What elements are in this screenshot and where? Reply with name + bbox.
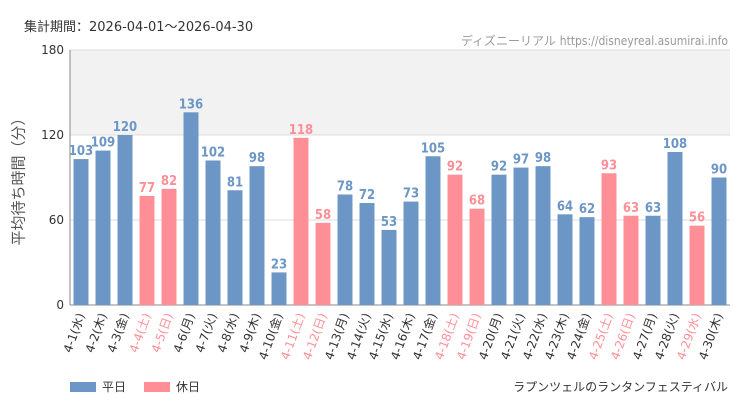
bar xyxy=(623,215,639,305)
data-label: 136 xyxy=(179,97,203,112)
data-label: 72 xyxy=(359,188,375,203)
data-label: 68 xyxy=(469,194,485,209)
bar xyxy=(557,214,573,305)
bar xyxy=(381,229,397,305)
legend-swatch-weekday xyxy=(70,381,96,392)
period-text: 集計期間：2026-04-01～2026-04-30 xyxy=(24,20,254,35)
legend-swatch-holiday xyxy=(144,381,171,392)
data-label: 98 xyxy=(249,151,265,166)
data-label: 62 xyxy=(579,202,595,217)
data-label: 92 xyxy=(491,160,507,175)
bar xyxy=(359,203,375,305)
y-tick-label: 0 xyxy=(56,298,64,312)
bar xyxy=(689,225,705,305)
bar xyxy=(183,112,199,305)
bar xyxy=(579,217,595,305)
attraction-name: ラプンツェルのランタンフェスティバル xyxy=(513,380,728,394)
legend-label-weekday: 平日 xyxy=(102,380,127,394)
bar xyxy=(227,190,243,305)
data-label: 118 xyxy=(289,123,313,138)
bar xyxy=(205,160,221,305)
data-label: 78 xyxy=(337,180,353,195)
data-label: 103 xyxy=(69,144,93,159)
data-label: 53 xyxy=(381,215,397,230)
data-label: 98 xyxy=(535,151,551,166)
bar xyxy=(73,159,89,305)
data-label: 82 xyxy=(161,174,177,189)
site-name: ディズニーリアル xyxy=(460,34,556,48)
data-label: 120 xyxy=(113,120,137,135)
bar xyxy=(645,215,661,305)
data-label: 105 xyxy=(421,141,445,156)
data-label: 108 xyxy=(663,137,687,152)
bar xyxy=(139,195,155,305)
site-url[interactable]: https://disneyreal.asumirai.info xyxy=(559,34,728,48)
bar xyxy=(447,174,463,305)
bar xyxy=(513,167,529,305)
bar xyxy=(117,135,133,305)
data-label: 102 xyxy=(201,146,225,161)
data-label: 90 xyxy=(711,163,727,178)
bar xyxy=(601,173,617,305)
data-label: 58 xyxy=(315,208,331,223)
data-label: 56 xyxy=(689,211,705,226)
bar xyxy=(403,201,419,305)
bar xyxy=(711,177,727,305)
data-label: 97 xyxy=(513,153,529,168)
bar xyxy=(535,166,551,305)
bar xyxy=(95,150,111,305)
highlight-band xyxy=(70,50,730,135)
y-tick-label: 180 xyxy=(41,43,64,57)
bar xyxy=(315,222,331,305)
site-credit[interactable]: ディズニーリアル https://disneyreal.asumirai.inf… xyxy=(461,32,728,49)
bar xyxy=(667,152,683,305)
bar xyxy=(249,166,265,305)
bar xyxy=(491,174,507,305)
data-label: 63 xyxy=(645,201,661,216)
bar xyxy=(337,194,353,305)
y-tick-label: 60 xyxy=(49,213,64,227)
bar xyxy=(271,272,287,305)
data-label: 23 xyxy=(271,257,287,272)
data-label: 93 xyxy=(601,158,617,173)
legend-item-holiday: 休日 xyxy=(144,378,200,395)
legend-item-weekday: 平日 xyxy=(70,378,126,395)
data-label: 81 xyxy=(227,175,243,190)
data-label: 92 xyxy=(447,160,463,175)
legend-label-holiday: 休日 xyxy=(176,380,201,394)
bar xyxy=(425,156,441,305)
data-label: 73 xyxy=(403,187,419,202)
bar xyxy=(469,208,485,305)
y-tick-label: 120 xyxy=(41,128,64,142)
data-label: 109 xyxy=(91,136,115,151)
legend: 平日 休日 xyxy=(70,378,200,395)
data-label: 77 xyxy=(139,181,155,196)
data-label: 63 xyxy=(623,201,639,216)
data-label: 64 xyxy=(557,199,573,214)
bar xyxy=(161,188,177,305)
bar xyxy=(293,137,309,305)
